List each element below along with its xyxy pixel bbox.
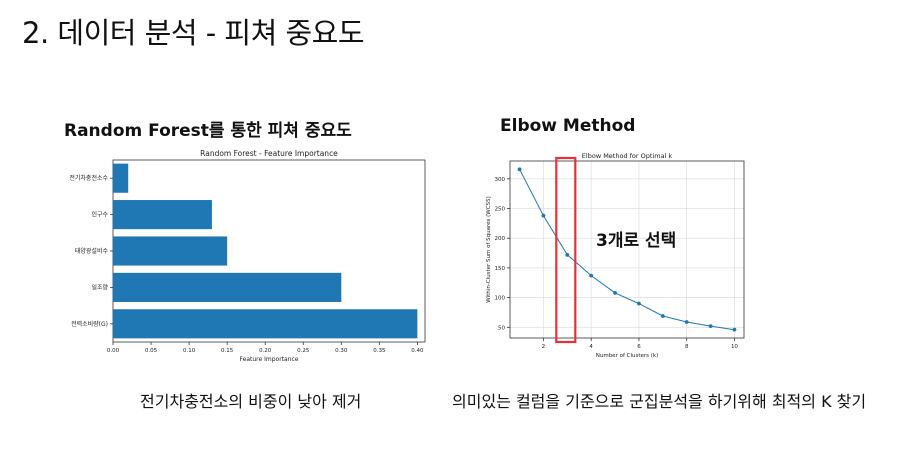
x-tick-label: 4 xyxy=(589,344,593,350)
k-selection-annotation: 3개로 선택 xyxy=(596,231,677,251)
chart-title: Elbow Method for Optimal k xyxy=(582,152,673,160)
elbow-method-chart: Elbow Method for Optimal k 2 4 6 8 10 50 100 150… xyxy=(486,152,745,359)
data-point xyxy=(732,327,737,332)
plot-frame xyxy=(509,160,745,339)
category-label: 일조량 xyxy=(91,283,108,291)
x-tick-label: 10 xyxy=(731,344,738,350)
x-axis-label: Feature Importance xyxy=(240,356,299,363)
x-tick-label: 0.35 xyxy=(373,348,386,354)
category-label: 인구수 xyxy=(91,212,108,219)
feature-importance-chart: Random Forest - Feature Importance 전기차충전소… xyxy=(69,149,426,363)
x-tick-label: 0.00 xyxy=(107,348,120,354)
slide-title: 2. 데이터 분석 - 피쳐 중요도 xyxy=(22,16,365,50)
y-tick-label: 300 xyxy=(495,177,506,183)
bar xyxy=(113,309,418,339)
bar xyxy=(113,236,228,266)
data-point xyxy=(565,252,570,257)
x-tick-label: 8 xyxy=(685,344,689,350)
x-tick-label: 2 xyxy=(542,344,546,350)
y-axis-label: Within-Cluster Sum of Squares (WCSS) xyxy=(486,196,492,302)
category-label: 태양광설비수 xyxy=(75,247,109,255)
category-label: 전력소비량(G) xyxy=(71,320,108,328)
data-point xyxy=(613,290,617,295)
x-tick-label: 0.25 xyxy=(297,348,310,354)
left-caption: 전기차충전소의 비중이 낮아 제거 xyxy=(140,392,362,411)
x-tick-label: 0.20 xyxy=(259,348,272,354)
data-point xyxy=(637,301,641,306)
x-tick-label: 0.05 xyxy=(145,348,158,354)
x-tick-label: 0.30 xyxy=(335,348,348,354)
chart-title: Random Forest - Feature Importance xyxy=(200,149,338,158)
bar xyxy=(113,200,212,230)
right-caption: 의미있는 컬럼을 기준으로 군집분석을 하기위해 최적의 K 찾기 xyxy=(452,392,867,411)
y-tick-label: 100 xyxy=(495,296,506,302)
data-point xyxy=(589,273,594,278)
random-forest-heading: Random Forest를 통한 피쳐 중요도 xyxy=(64,121,352,141)
optimal-k-highlight-box xyxy=(555,156,577,344)
bar xyxy=(113,163,129,193)
y-tick-label: 150 xyxy=(495,266,506,272)
bar xyxy=(113,272,342,302)
data-point xyxy=(660,314,665,318)
x-tick-label: 0.15 xyxy=(221,348,234,354)
x-tick-label: 6 xyxy=(637,344,641,350)
y-tick-label: 250 xyxy=(495,207,506,213)
category-label: 전기차충전소수 xyxy=(69,174,108,182)
x-tick-label: 0.10 xyxy=(183,348,196,354)
data-point xyxy=(517,167,522,172)
data-point xyxy=(708,324,713,329)
y-tick-label: 50 xyxy=(498,325,505,331)
x-tick-label: 0.40 xyxy=(411,348,424,354)
x-axis-label: Number of Clusters (k) xyxy=(596,353,659,359)
data-point xyxy=(684,320,689,324)
data-point xyxy=(541,213,546,218)
y-tick-label: 200 xyxy=(495,236,506,242)
elbow-method-heading: Elbow Method xyxy=(500,116,636,136)
